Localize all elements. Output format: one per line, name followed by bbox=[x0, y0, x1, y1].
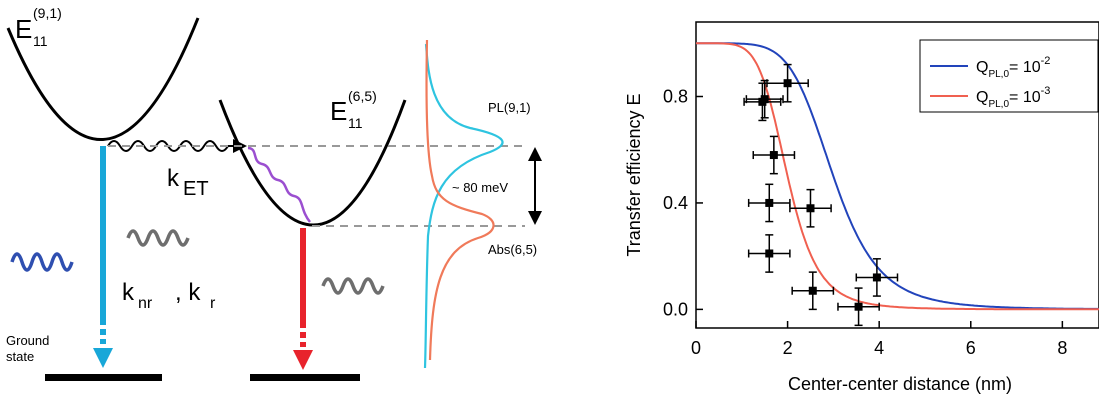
data-point-marker bbox=[808, 286, 817, 295]
parabola-65 bbox=[218, 99, 407, 227]
data-point bbox=[747, 234, 791, 273]
k-nr-sub: nr bbox=[138, 295, 153, 312]
y-axis-label: Transfer efficiency E bbox=[624, 93, 644, 256]
y-tick-label: 0.8 bbox=[663, 87, 688, 107]
legend: QPL,0= 10-2 QPL,0= 10-3 bbox=[919, 39, 1099, 113]
ground-state-label-line1: Ground bbox=[6, 333, 49, 348]
parabola-91 bbox=[6, 17, 200, 141]
data-point bbox=[789, 188, 832, 228]
data-point-marker bbox=[783, 79, 792, 88]
k-et-sub: ET bbox=[183, 178, 209, 200]
data-point bbox=[747, 183, 791, 223]
k-et-label: k bbox=[167, 165, 180, 192]
fit-curves bbox=[696, 42, 1099, 311]
legend-label-series-1: QPL,0= 10-2 bbox=[976, 55, 1050, 80]
x-tick-label: 8 bbox=[1057, 338, 1067, 358]
legend-label-series-2: QPL,0= 10-3 bbox=[976, 85, 1050, 110]
data-point-marker bbox=[872, 273, 881, 282]
legend-box bbox=[919, 39, 1099, 113]
k-r-label: , k bbox=[175, 279, 201, 306]
data-point bbox=[837, 287, 880, 327]
data-point-marker bbox=[769, 151, 778, 160]
data-point bbox=[855, 258, 899, 297]
data-point-marker bbox=[854, 302, 863, 311]
pl-label: PL(9,1) bbox=[488, 100, 531, 115]
data-point bbox=[752, 135, 796, 175]
x-tick-label: 2 bbox=[783, 338, 793, 358]
state-65-sup: (6,5) bbox=[348, 88, 377, 104]
energy-gap-label: ~ 80 meV bbox=[452, 180, 508, 195]
state-65-label: E bbox=[330, 96, 347, 126]
data-points bbox=[743, 63, 899, 327]
emission-wave-icon bbox=[10, 252, 74, 272]
radiative-decay-arrow-65 bbox=[293, 228, 313, 370]
k-r-sub: r bbox=[210, 295, 216, 312]
nonradiative-wave-icon-65 bbox=[321, 277, 385, 295]
state-65-sub: 11 bbox=[348, 115, 363, 131]
fit-curve-series-1 bbox=[696, 42, 1099, 310]
state-91-label: E bbox=[15, 14, 32, 44]
axis-ticks: 0 2 4 6 8 0.0 0.4 0.8 bbox=[663, 87, 1067, 358]
pl-spectrum-curve bbox=[423, 43, 504, 369]
data-point-marker bbox=[765, 249, 774, 258]
energy-diagram: E (9,1) 11 Ground state k nr , k r k ET bbox=[6, 5, 542, 381]
data-point-marker bbox=[806, 204, 815, 213]
nonradiative-wave-icon-91 bbox=[126, 229, 190, 247]
data-point bbox=[745, 79, 784, 119]
data-point bbox=[766, 63, 809, 103]
data-point bbox=[791, 271, 835, 311]
x-tick-label: 6 bbox=[966, 338, 976, 358]
state-91-sub: 11 bbox=[33, 33, 48, 49]
y-tick-label: 0.4 bbox=[663, 193, 688, 213]
data-point-marker bbox=[760, 95, 769, 104]
abs-spectrum-curve bbox=[425, 39, 495, 361]
radiative-decay-arrow-91 bbox=[93, 146, 113, 368]
x-tick-label: 0 bbox=[691, 338, 701, 358]
ground-state-level-65 bbox=[250, 374, 360, 381]
k-nr-label: k bbox=[122, 279, 135, 306]
abs-label: Abs(6,5) bbox=[488, 242, 537, 257]
relaxation-wave bbox=[247, 146, 311, 223]
x-axis-label: Center-center distance (nm) bbox=[788, 374, 1012, 394]
data-point-marker bbox=[765, 198, 774, 207]
state-91-sup: (9,1) bbox=[33, 5, 62, 21]
x-tick-label: 4 bbox=[874, 338, 884, 358]
plot-frame bbox=[695, 21, 1099, 329]
ground-state-level-91 bbox=[45, 374, 162, 381]
transfer-efficiency-chart: 0 2 4 6 8 0.0 0.4 0.8 Center-center distance (n… bbox=[624, 21, 1099, 394]
fit-curve-series-2 bbox=[696, 42, 1099, 311]
y-tick-label: 0.0 bbox=[663, 299, 688, 319]
ground-state-label-line2: state bbox=[6, 349, 34, 364]
